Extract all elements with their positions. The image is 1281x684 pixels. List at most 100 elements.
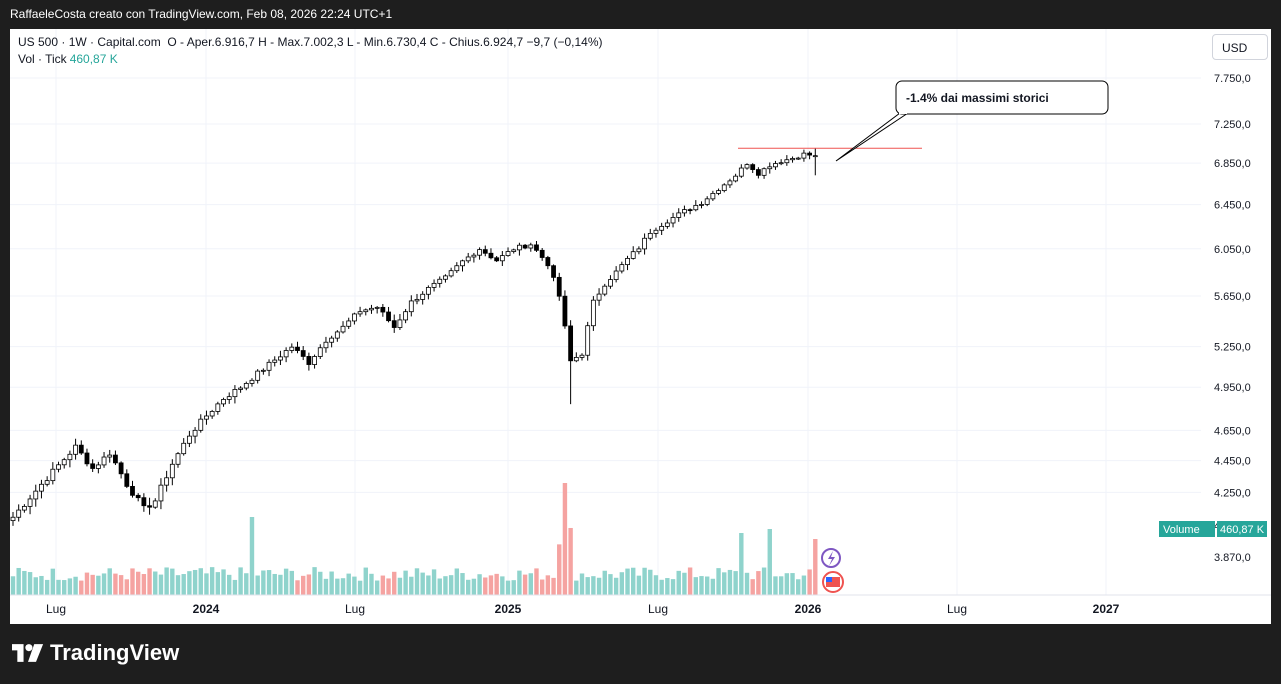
- candle-body: [664, 222, 670, 227]
- candle-body: [95, 464, 101, 469]
- legend-volume-value: 460,87 K: [69, 52, 118, 66]
- candle-body: [784, 159, 790, 164]
- callout-pointer: [835, 112, 910, 162]
- candle-body: [152, 500, 158, 508]
- candle-body: [477, 249, 482, 256]
- candle-body: [716, 190, 721, 194]
- volume-bar: [164, 567, 169, 595]
- candle-body: [27, 498, 33, 507]
- volume-bar: [636, 575, 642, 595]
- candle-body: [727, 180, 733, 186]
- currency-button[interactable]: USD: [1212, 34, 1268, 60]
- candle-body: [437, 278, 443, 284]
- candle-body: [499, 255, 505, 262]
- candle-body: [317, 347, 323, 357]
- volume-bar: [409, 576, 414, 595]
- candle-body: [625, 258, 630, 266]
- candle-body: [522, 244, 528, 249]
- candle-body: [391, 320, 397, 328]
- candle-body: [232, 389, 238, 398]
- candle-body: [636, 248, 642, 253]
- volume-bar: [135, 571, 141, 595]
- volume-bar: [221, 569, 226, 595]
- candle-body: [755, 169, 761, 176]
- chart-header-title: RaffaeleCosta creato con TradingView.com…: [10, 7, 393, 21]
- candle-body: [511, 249, 517, 252]
- volume-bar: [363, 567, 368, 595]
- candle-body: [812, 155, 818, 158]
- legend-symbol[interactable]: US 500 · 1W · Capital.com: [18, 35, 161, 49]
- candle-body: [289, 346, 295, 351]
- candle-body: [323, 341, 329, 349]
- volume-bar: [181, 574, 186, 595]
- time-axis-label: 2026: [795, 602, 822, 616]
- volume-bar: [318, 571, 323, 595]
- volume-bar: [39, 575, 44, 595]
- candle-body: [545, 257, 551, 267]
- time-axis-label: Lug: [947, 602, 967, 616]
- volume-bar: [27, 572, 33, 595]
- candle-body: [135, 494, 141, 499]
- candle-body: [215, 403, 221, 412]
- candle-body: [443, 275, 448, 280]
- chart-panel[interactable]: -1.4% dai massimi storici 7.750,0 7.250,0 6…: [10, 29, 1271, 624]
- volume-bar: [238, 567, 243, 595]
- volume-bar: [585, 577, 590, 595]
- price-chart[interactable]: -1.4% dai massimi storici 7.750,0 7.250,0 6…: [10, 29, 1271, 624]
- candle-body: [528, 244, 534, 249]
- volume-bar: [511, 580, 516, 595]
- volume-bar: [568, 527, 573, 595]
- candle-body: [90, 463, 96, 469]
- volume-bar: [414, 568, 420, 595]
- candle-body: [101, 456, 107, 466]
- candle-body: [579, 354, 585, 358]
- price-axis-label: 5.650,0: [1214, 291, 1251, 303]
- candle-body: [699, 204, 704, 206]
- volume-bar: [477, 574, 482, 595]
- candle-body: [380, 306, 386, 313]
- volume-bar: [232, 579, 238, 595]
- volume-bar: [192, 569, 198, 595]
- candle-body: [602, 285, 608, 295]
- candle-body: [494, 257, 500, 262]
- us-flag-icon: [826, 577, 840, 587]
- volume-bar: [670, 579, 676, 595]
- price-axis-label: 4.450,0: [1214, 456, 1251, 468]
- candle-body: [283, 350, 289, 358]
- volume-bar: [397, 577, 403, 595]
- tradingview-logo-icon: [12, 644, 44, 662]
- volume-bar: [306, 574, 312, 595]
- price-axis-label: 5.250,0: [1214, 342, 1251, 354]
- candle-body: [363, 309, 369, 313]
- volume-bar: [625, 568, 630, 595]
- legend-volume-label[interactable]: Vol · Tick: [18, 52, 67, 66]
- volume-bar: [357, 580, 363, 595]
- candle-body: [551, 265, 556, 278]
- price-axis-label: 6.450,0: [1214, 200, 1251, 212]
- volume-bar: [261, 570, 266, 595]
- volume-bar: [796, 579, 801, 595]
- callout-text: -1.4% dai massimi storici: [906, 91, 1049, 105]
- volume-bar: [272, 573, 277, 595]
- volume-bar: [158, 574, 164, 595]
- volume-bar: [118, 575, 124, 595]
- volume-bar: [346, 573, 351, 595]
- volume-bar: [101, 573, 107, 595]
- candle-body: [414, 299, 420, 302]
- volume-bar: [124, 579, 129, 595]
- volume-bar: [79, 580, 84, 595]
- tradingview-brand[interactable]: TradingView: [12, 640, 179, 666]
- candle-body: [158, 484, 164, 502]
- volume-bar: [90, 574, 95, 595]
- candle-body: [175, 453, 181, 465]
- candle-body: [369, 307, 374, 311]
- volume-bar: [631, 567, 636, 595]
- volume-bar: [687, 567, 693, 595]
- candle-body: [482, 249, 488, 254]
- candle-body: [488, 252, 494, 259]
- volume-bar: [528, 573, 533, 595]
- candle-body: [346, 320, 352, 327]
- candle-body: [10, 516, 16, 522]
- price-axis-label: 4.250,0: [1214, 487, 1251, 499]
- candle-body: [33, 490, 39, 500]
